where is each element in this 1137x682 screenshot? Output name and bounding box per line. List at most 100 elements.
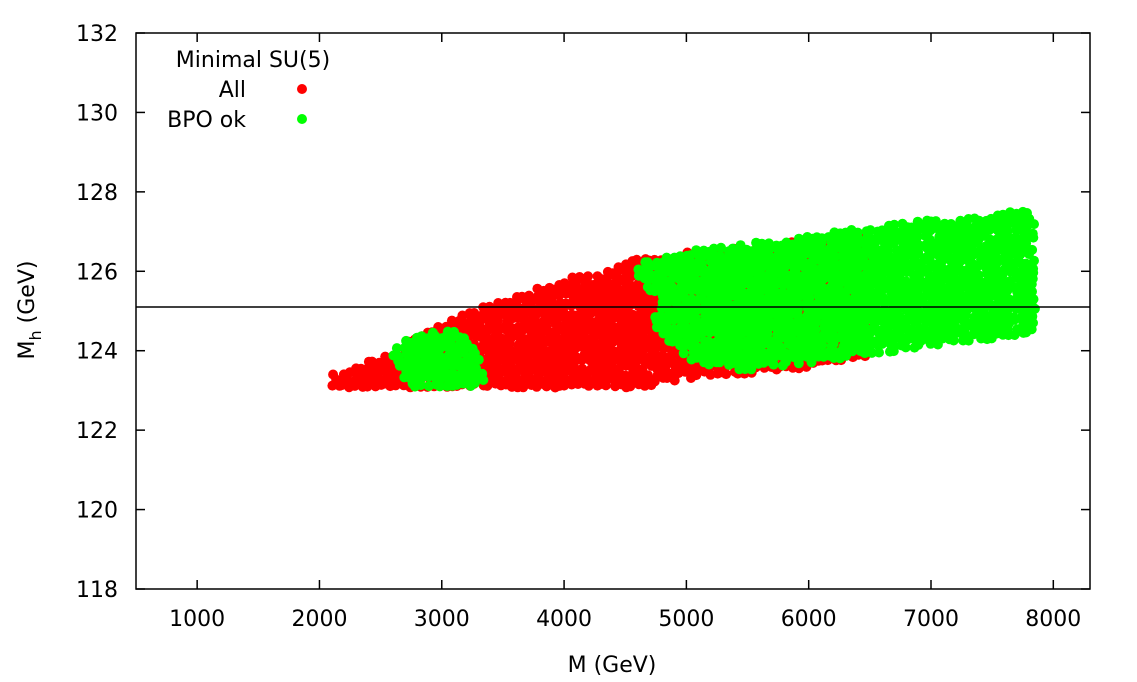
scatter-point	[746, 364, 757, 375]
scatter-point	[1029, 255, 1039, 266]
scatter-point	[817, 340, 828, 350]
scatter-point	[1028, 232, 1039, 243]
scatter-point	[768, 359, 779, 370]
scatter-point	[349, 380, 360, 391]
legend-marker-bpo-ok	[297, 114, 307, 124]
scatter-point	[764, 309, 775, 320]
scatter-point	[511, 367, 522, 378]
scatter-point	[518, 382, 529, 393]
scatter-point	[997, 273, 1008, 284]
legend-marker-all	[297, 84, 307, 94]
y-tick-label: 132	[76, 22, 118, 47]
scatter-point	[888, 346, 899, 357]
scatter-point	[469, 378, 480, 389]
x-tick-label: 8000	[1025, 607, 1081, 632]
scatter-point	[1009, 330, 1020, 340]
scatter-point	[948, 335, 959, 346]
y-tick-label: 120	[76, 499, 118, 524]
scatter-point	[391, 343, 402, 354]
scatter-point	[390, 380, 401, 391]
scatter-point	[806, 357, 817, 368]
y-axis-label: Mh (GeV)	[15, 261, 45, 360]
scatter-point	[679, 273, 690, 284]
scatter-point	[1026, 279, 1037, 290]
scatter-point	[566, 300, 577, 311]
scatter-point	[478, 375, 489, 385]
scatter-point	[625, 381, 636, 392]
scatter-point	[327, 380, 338, 391]
scatter-point	[1021, 238, 1032, 249]
scatter-point	[662, 373, 672, 383]
x-axis-label: M (GeV)	[568, 653, 657, 678]
scatter-point	[757, 261, 768, 272]
y-tick-label: 128	[76, 181, 118, 206]
scatter-point	[841, 350, 852, 361]
scatter-point	[1021, 327, 1032, 338]
scatter-point	[758, 338, 769, 349]
scatter-point	[481, 308, 492, 319]
x-tick-label: 5000	[658, 607, 714, 632]
scatter-point	[721, 369, 732, 380]
scatter-point	[963, 335, 974, 346]
y-axis-label-sub: h	[26, 330, 45, 340]
plot-frame	[135, 32, 1091, 590]
x-tick-label: 6000	[781, 607, 837, 632]
x-tick-label: 3000	[414, 607, 470, 632]
scatter-point	[901, 316, 912, 327]
scatter-point	[704, 327, 715, 338]
legend: Minimal SU(5) All BPO ok	[167, 48, 330, 133]
scatter-point	[780, 356, 791, 367]
scatter-point	[889, 237, 900, 248]
scatter-point	[986, 333, 997, 344]
y-axis-label-main: M	[15, 340, 40, 359]
scatter-point	[473, 354, 484, 365]
scatter-point	[559, 380, 570, 391]
scatter-point	[571, 342, 582, 353]
scatter-point	[626, 271, 637, 282]
x-tick-label: 1000	[169, 607, 225, 632]
scatter-point	[859, 348, 870, 359]
y-axis-label-suffix: (GeV)	[15, 261, 40, 331]
scatter-point	[589, 289, 600, 299]
scatter-point	[866, 347, 877, 358]
scatter-point	[739, 327, 750, 338]
y-tick-label: 130	[76, 101, 118, 126]
scatter-point	[907, 333, 918, 344]
scatter-point	[812, 254, 823, 265]
scatter-point	[669, 375, 680, 386]
scatter-point	[590, 331, 600, 342]
scatter-point	[799, 249, 810, 260]
scatter-point	[678, 348, 689, 359]
scatter-point	[1015, 249, 1026, 260]
x-tick-label: 2000	[291, 607, 347, 632]
scatter-point	[584, 366, 595, 377]
y-tick-label: 124	[76, 340, 118, 365]
scatter-point	[925, 338, 936, 349]
scatter-point	[362, 381, 373, 392]
scatter-point	[949, 291, 959, 302]
scatter-point	[900, 342, 911, 353]
x-tick-label: 4000	[536, 607, 592, 632]
scatter-point	[828, 338, 839, 349]
scatter-point	[1009, 314, 1020, 325]
scatter-point	[721, 309, 731, 320]
scatter-point	[704, 359, 714, 370]
scatter-point	[541, 381, 552, 392]
scatter-point	[913, 314, 924, 325]
scatter-point	[576, 355, 587, 366]
legend-title: Minimal SU(5)	[176, 48, 330, 73]
scatter-point	[632, 337, 643, 348]
scatter-point	[668, 315, 679, 325]
scatter-point	[913, 339, 924, 350]
scatter-point	[646, 380, 657, 391]
scatter-point	[415, 380, 426, 391]
scatter-point	[1029, 219, 1039, 230]
scatter-points	[327, 206, 1040, 393]
scatter-point	[686, 373, 696, 383]
scatter-point	[874, 347, 884, 358]
scatter-point	[943, 303, 954, 314]
y-tick-label: 126	[76, 260, 118, 285]
scatter-point	[607, 337, 618, 348]
scatter-point	[434, 381, 445, 392]
